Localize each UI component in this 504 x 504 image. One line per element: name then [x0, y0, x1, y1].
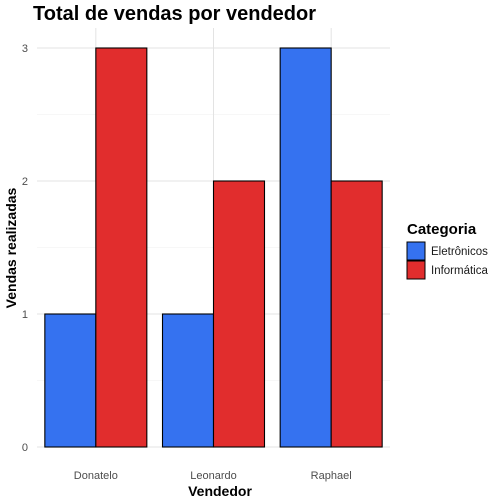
x-axis-ticks: Donatelo Leonardo Raphael — [74, 470, 352, 482]
bar-raphael-informatica — [330, 180, 383, 448]
bar-donatelo-eletronicos — [44, 313, 97, 448]
plot-area: 0 1 2 3 Donatelo Leonardo Raphael — [22, 28, 390, 482]
x-axis-title: Vendedor — [188, 483, 252, 499]
x-tick-label: Leonardo — [190, 470, 237, 482]
bar-donatelo-informatica — [95, 47, 148, 448]
bars — [44, 47, 383, 448]
x-tick-label: Raphael — [311, 470, 352, 482]
legend-swatch — [406, 260, 426, 280]
y-tick-label: 1 — [22, 309, 28, 321]
bar-leonardo-informatica — [212, 180, 266, 448]
bar-raphael-eletronicos — [279, 47, 332, 448]
legend: Categoria Eletrônicos Informática — [406, 221, 488, 280]
legend-label: Eletrônicos — [431, 246, 488, 258]
y-axis-title: Vendas realizadas — [3, 187, 19, 308]
legend-label: Informática — [431, 265, 488, 277]
legend-swatch — [406, 241, 426, 261]
x-tick-label: Donatelo — [74, 470, 118, 482]
y-tick-label: 2 — [22, 176, 28, 188]
legend-items: Eletrônicos Informática — [406, 241, 488, 280]
y-tick-label: 0 — [22, 442, 28, 454]
y-axis-ticks: 0 1 2 3 — [22, 43, 28, 454]
y-tick-label: 3 — [22, 43, 28, 55]
bar-leonardo-eletronicos — [161, 313, 215, 448]
chart-title: Total de vendas por vendedor — [33, 3, 316, 25]
legend-title: Categoria — [407, 221, 477, 238]
